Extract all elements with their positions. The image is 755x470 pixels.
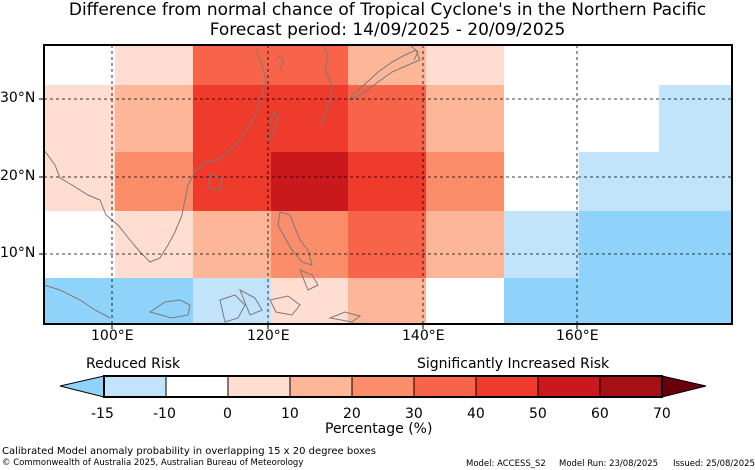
cell	[193, 278, 271, 324]
cell	[44, 211, 115, 278]
risk-grid	[44, 45, 732, 324]
colorbar-segment	[351, 375, 415, 398]
cell	[271, 152, 348, 211]
cell	[348, 85, 426, 152]
colorbar-tick: -10	[153, 406, 176, 422]
colorbar-segment	[103, 375, 167, 398]
colorbar-tick: 30	[405, 406, 423, 422]
cell	[44, 85, 115, 152]
lon-label-100e: 100°E	[91, 328, 134, 344]
colorbar-tick: 0	[223, 406, 232, 422]
colorbar-segment	[537, 375, 601, 398]
footer-model-run: Model Run: 23/08/2025	[559, 459, 659, 469]
cell	[193, 85, 348, 152]
colorbar-tick: 70	[653, 406, 671, 422]
cell	[348, 278, 426, 324]
footer-issued: Issued: 25/08/2025	[673, 459, 755, 469]
cell	[271, 211, 348, 278]
cell	[426, 45, 504, 85]
cell	[193, 211, 271, 278]
colorbar-segment	[475, 375, 539, 398]
colorbar-segment	[227, 375, 291, 398]
cell	[659, 85, 732, 152]
colorbar-max-extension	[661, 375, 707, 398]
colorbar-tick: 10	[281, 406, 299, 422]
cell	[426, 278, 504, 324]
footer-copyright: © Commonwealth of Australia 2025, Austra…	[2, 458, 304, 468]
cell	[348, 152, 426, 211]
cell	[44, 278, 193, 324]
colorbar-tick: 20	[343, 406, 361, 422]
cell	[44, 45, 115, 85]
cell	[271, 278, 348, 324]
cell	[115, 45, 193, 85]
cell	[504, 85, 659, 152]
lon-label-140e: 140°E	[402, 328, 445, 344]
cell	[115, 211, 193, 278]
colorbar	[59, 375, 707, 398]
colorbar-frame	[103, 375, 663, 398]
cell	[115, 152, 193, 211]
cell	[579, 211, 732, 278]
forecast-period: Forecast period: 14/09/2025 - 20/09/2025	[209, 20, 566, 40]
coastlines	[43, 44, 421, 323]
tick-marks	[39, 98, 578, 329]
colorbar-segment	[289, 375, 353, 398]
colorbar-min-extension	[59, 375, 105, 398]
colorbar-tick: 60	[591, 406, 609, 422]
cell	[426, 152, 504, 211]
cell	[426, 211, 504, 278]
increased-risk-label: Significantly Increased Risk	[417, 356, 610, 372]
graticule	[44, 45, 732, 324]
cell	[115, 85, 193, 152]
lat-label-30n: 30°N	[0, 90, 36, 106]
cell	[504, 211, 579, 278]
colorbar-segment	[599, 375, 663, 398]
cell	[504, 45, 659, 85]
colorbar-tick: 40	[467, 406, 485, 422]
cell	[193, 152, 271, 211]
cell	[193, 45, 348, 85]
cell	[579, 152, 732, 211]
reduced-risk-label: Reduced Risk	[86, 356, 181, 372]
cell	[504, 152, 579, 211]
colorbar-axis-label: Percentage (%)	[325, 421, 433, 437]
lon-label-120e: 120°E	[247, 328, 290, 344]
colorbar-segment	[165, 375, 229, 398]
map-frame	[43, 44, 733, 325]
cell	[426, 85, 504, 152]
colorbar-tick: -15	[91, 406, 114, 422]
colorbar-tick: 50	[529, 406, 547, 422]
map-title: Difference from normal chance of Tropica…	[68, 0, 707, 20]
cell	[504, 278, 732, 324]
lat-label-10n: 10°N	[0, 245, 36, 261]
cell	[44, 152, 115, 211]
cell	[348, 211, 426, 278]
lon-label-160e: 160°E	[556, 328, 599, 344]
footer-note: Calibrated Model anomaly probability in …	[2, 446, 377, 457]
colorbar-segment	[413, 375, 477, 398]
lat-label-20n: 20°N	[0, 168, 36, 184]
footer-model: Model: ACCESS_S2	[466, 459, 546, 469]
